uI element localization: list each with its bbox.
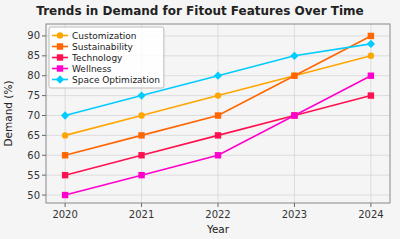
point (215, 152, 221, 158)
y-tick-label: 60 (27, 150, 40, 161)
legend: CustomizationSustainabilityTechnologyWel… (49, 27, 164, 88)
point (291, 73, 297, 79)
y-tick-label: 85 (27, 50, 40, 61)
y-tick (42, 175, 46, 176)
plot-frame (46, 24, 390, 203)
y-tick (42, 35, 46, 36)
y-tick-label: 50 (27, 190, 40, 201)
y-tick (42, 195, 46, 196)
legend-label: Space Optimization (72, 75, 160, 85)
x-tick (65, 203, 66, 207)
series (62, 92, 374, 178)
point (214, 72, 222, 80)
x-tick-label: 2022 (205, 209, 230, 220)
point (137, 91, 145, 99)
legend-box (49, 27, 164, 88)
point (138, 112, 144, 118)
point (138, 152, 144, 158)
series (62, 33, 374, 159)
y-tick (42, 55, 46, 56)
line (65, 36, 371, 155)
y-tick (42, 115, 46, 116)
y-tick-label: 55 (27, 170, 40, 181)
point (368, 92, 374, 98)
x-tick (370, 203, 371, 207)
point (62, 152, 68, 158)
point (291, 112, 297, 118)
line (65, 76, 371, 195)
point (368, 73, 374, 79)
y-tick-label: 90 (27, 30, 40, 41)
point (290, 52, 298, 60)
y-tick-label: 75 (27, 90, 40, 101)
point (138, 132, 144, 138)
point (138, 172, 144, 178)
legend-label: Sustainability (72, 42, 134, 52)
point (215, 132, 221, 138)
x-tick-label: 2024 (358, 209, 383, 220)
x-tick-label: 2021 (129, 209, 154, 220)
x-tick-label: 2023 (282, 209, 307, 220)
legend-label: Wellness (72, 64, 112, 74)
ticks: 50 55 60 65 70 75 80 85 90 2020 2021 2022 2023 2024 (27, 30, 383, 220)
y-tick-label: 80 (27, 70, 40, 81)
y-tick (42, 95, 46, 96)
line (65, 56, 371, 136)
series-group (61, 33, 375, 199)
background (0, 0, 400, 239)
title: Trends in Demand for Fitout Features Ove… (36, 4, 363, 18)
x-tick (141, 203, 142, 207)
point (61, 111, 69, 119)
legend-marker (56, 75, 64, 83)
legend-label: Customization (72, 31, 136, 41)
point (215, 112, 221, 118)
y-tick-label: 65 (27, 130, 40, 141)
y-tick (42, 135, 46, 136)
series (62, 53, 374, 139)
chart: 50 55 60 65 70 75 80 85 90 2020 2021 2022 2023 2024 Tr… (0, 0, 400, 239)
x-axis-label: Year (206, 223, 230, 235)
point (215, 92, 221, 98)
x-tick (294, 203, 295, 207)
y-tick-label: 70 (27, 110, 40, 121)
line (65, 44, 371, 116)
legend-marker (57, 54, 63, 60)
point (62, 172, 68, 178)
y-axis-label: Demand (%) (2, 80, 14, 146)
legend-marker (57, 43, 63, 49)
y-tick (42, 155, 46, 156)
series (62, 73, 374, 199)
line (65, 96, 371, 176)
point (291, 112, 297, 118)
point (367, 40, 375, 48)
point (62, 132, 68, 138)
grid (46, 24, 390, 203)
point (368, 53, 374, 59)
x-tick (218, 203, 219, 207)
point (291, 73, 297, 79)
legend-marker (57, 32, 63, 38)
x-grid-line (370, 24, 371, 203)
series (61, 40, 375, 120)
legend-marker (57, 65, 63, 71)
point (62, 192, 68, 198)
y-tick (42, 75, 46, 76)
legend-label: Technology (71, 53, 123, 63)
point (368, 33, 374, 39)
x-tick-label: 2020 (52, 209, 77, 220)
